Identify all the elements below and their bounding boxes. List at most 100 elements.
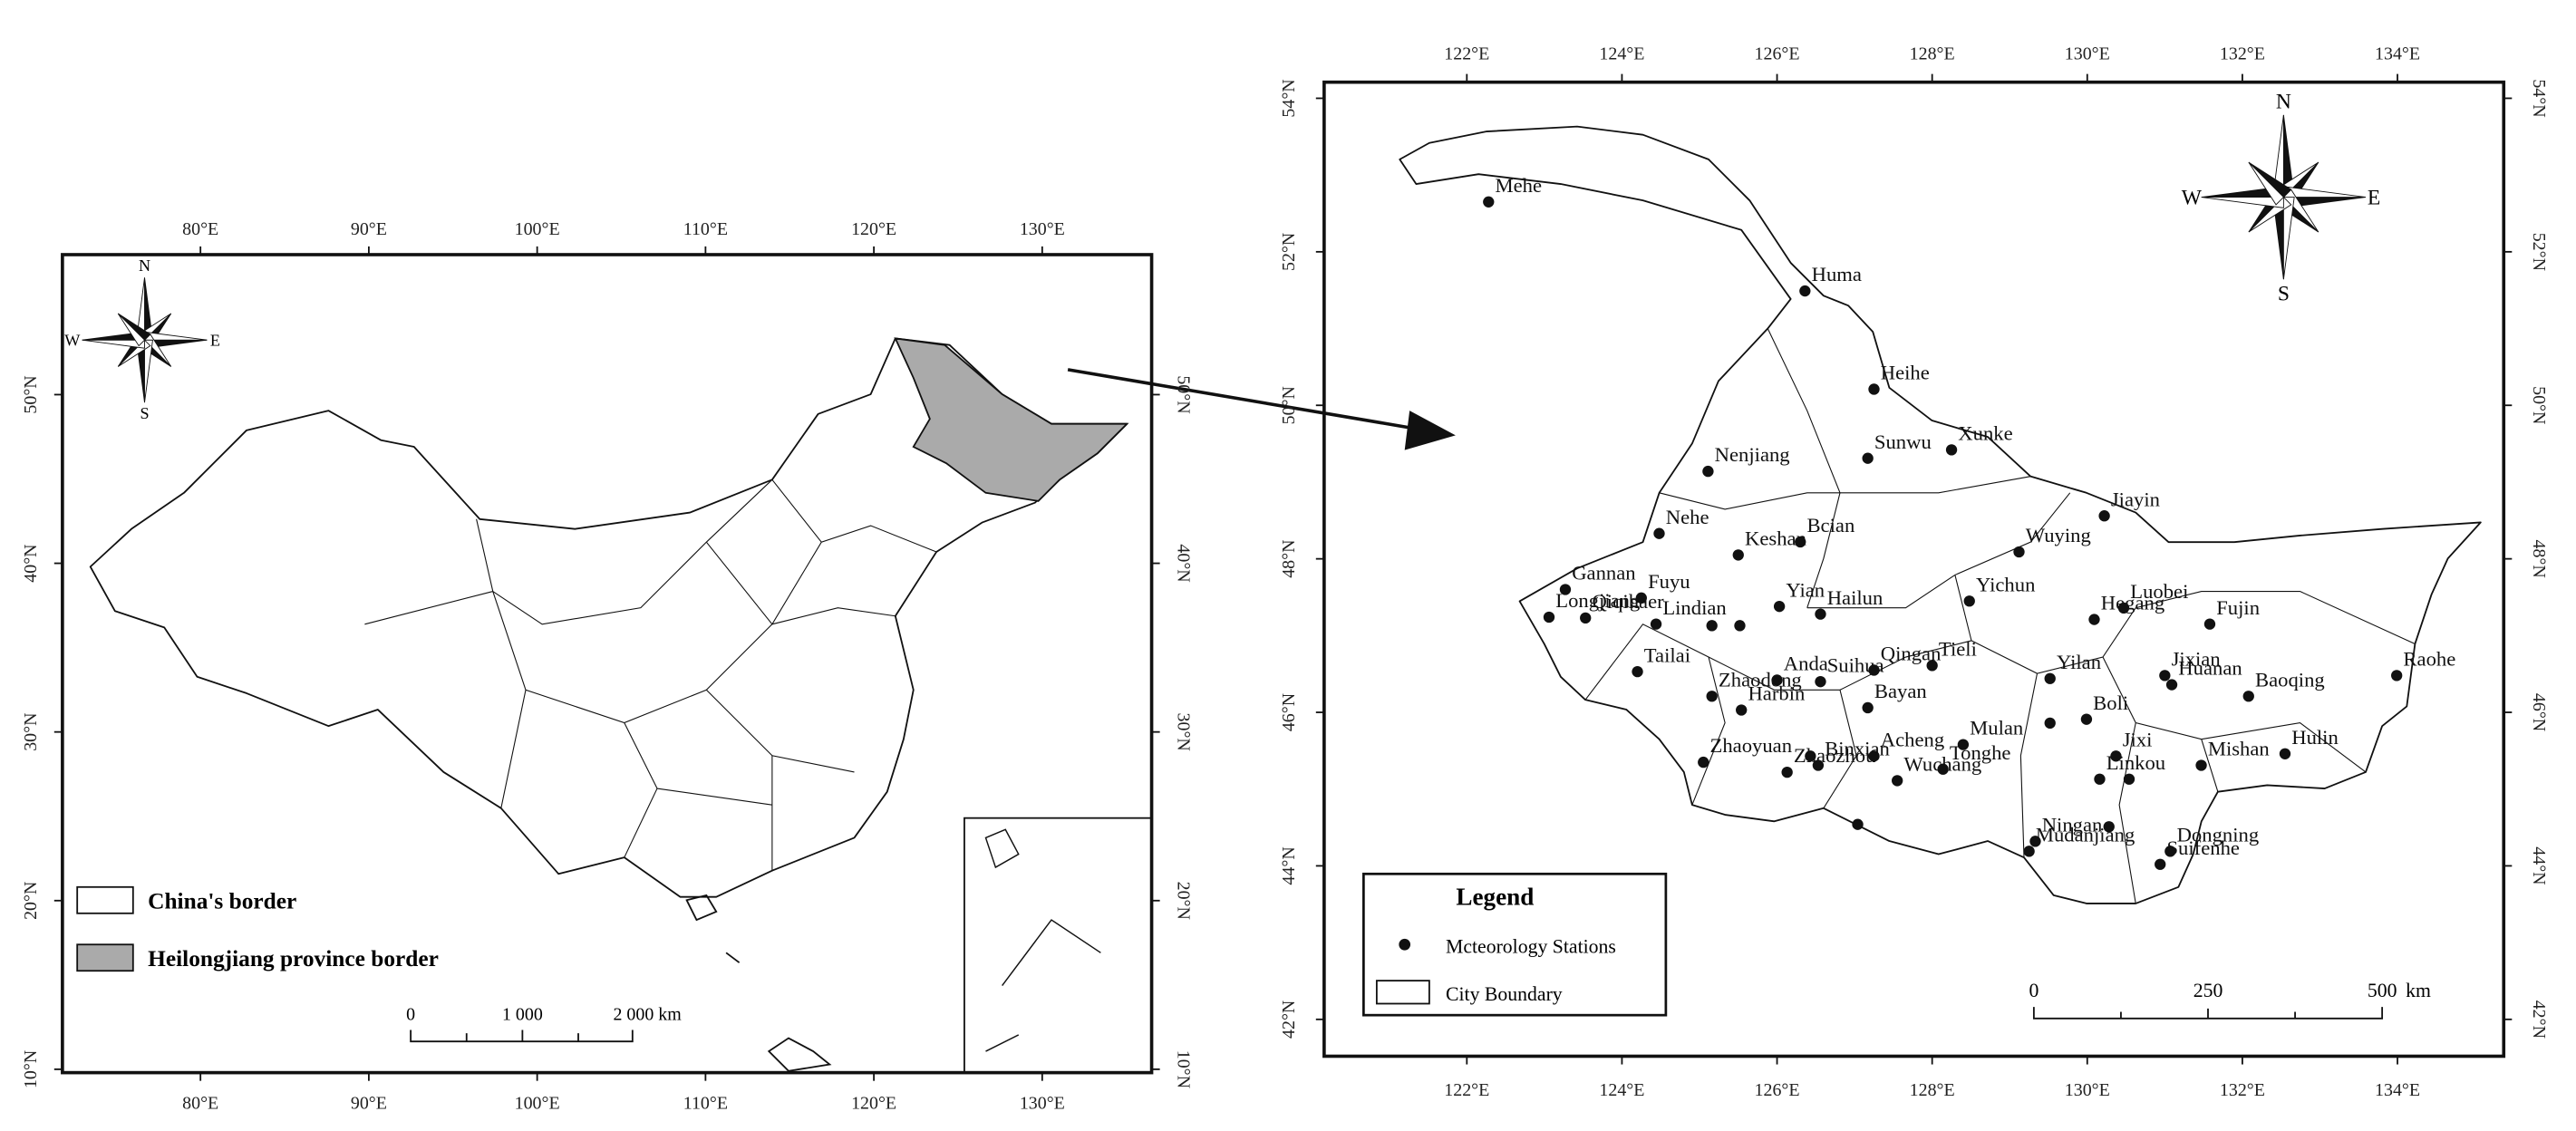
y-tick-label: 20°N	[1174, 882, 1194, 920]
x-tick-label: 132°E	[2220, 1080, 2265, 1100]
x-tick-label: 100°E	[515, 1093, 560, 1113]
y-tick-label: 46°N	[1279, 693, 1299, 731]
legend-title: Legend	[1456, 884, 1534, 911]
station-label: Sunwu	[1874, 430, 1932, 453]
station	[1799, 285, 1811, 297]
legend-label: China's border	[148, 888, 296, 914]
x-tick-label: 120°E	[851, 219, 896, 239]
x-tick-label: 80°E	[182, 219, 218, 239]
station-label: Harbin	[1748, 682, 1805, 705]
station-label: Huma	[1812, 263, 1862, 285]
station-label: Fuyu	[1648, 570, 1690, 593]
compass-label: E	[210, 331, 220, 349]
compass-label: S	[2278, 283, 2290, 306]
station-label: Tailai	[1644, 643, 1690, 666]
station	[2279, 748, 2291, 759]
station	[1706, 620, 1718, 632]
compass-point	[82, 339, 145, 349]
station-label: Anda	[1784, 652, 1828, 675]
scale-bar	[2032, 1007, 2384, 1020]
legend-swatch	[1375, 980, 1430, 1005]
x-tick-label: 110°E	[683, 1093, 728, 1113]
x-tick-label: 130°E	[1020, 219, 1065, 239]
legend-label: City Boundary	[1446, 983, 1563, 1005]
station-label: Zhaoyuan	[1710, 734, 1793, 757]
station	[1805, 750, 1816, 762]
compass-label: N	[139, 256, 150, 275]
station-label: Jixi	[2123, 728, 2153, 750]
station	[1580, 612, 1592, 624]
station-label: Jiayin	[2111, 488, 2160, 510]
station	[1559, 584, 1572, 595]
x-tick-label: 130°E	[1020, 1093, 1065, 1113]
y-tick-label: 44°N	[1279, 846, 1299, 884]
station-label: Bayan	[1874, 680, 1927, 702]
station	[1732, 549, 1744, 561]
station-label: Hulin	[2291, 726, 2339, 749]
arrow-head	[1404, 411, 1456, 450]
station	[1963, 595, 1975, 607]
legend-label: Mcteorology Stations	[1446, 935, 1616, 957]
station	[2094, 773, 2106, 785]
scale-label: 0	[2029, 980, 2039, 1001]
station-label: Raohe	[2403, 648, 2455, 671]
heilongjiang-map	[1399, 125, 2482, 904]
y-tick-label: 40°N	[1174, 544, 1194, 582]
station	[2165, 679, 2178, 691]
station	[1868, 383, 1880, 395]
station	[1862, 701, 1874, 714]
y-tick-label: 20°N	[21, 882, 41, 920]
legend-label: Heilongjiang province border	[148, 946, 439, 972]
compass-point	[2282, 197, 2295, 280]
right-frame	[1322, 80, 2506, 1058]
x-tick-label: 126°E	[1755, 44, 1800, 63]
x-tick-label: 110°E	[683, 219, 728, 239]
station	[2195, 759, 2207, 771]
y-tick-label: 50°N	[2529, 386, 2549, 424]
station	[1815, 675, 1826, 688]
station	[1868, 664, 1880, 676]
station	[1702, 465, 1714, 478]
scale-label: 2 000 km	[613, 1005, 682, 1025]
station	[1795, 536, 1806, 548]
station-label: Heihe	[1881, 362, 1930, 384]
x-tick-label: 100°E	[515, 219, 560, 239]
y-tick-label: 50°N	[1174, 375, 1194, 413]
y-tick-label: 40°N	[21, 544, 41, 582]
legend-dot	[1399, 938, 1411, 951]
station	[1736, 704, 1748, 716]
station	[1937, 763, 1949, 775]
station-label: Keshan	[1745, 527, 1806, 550]
station	[1543, 611, 1555, 624]
station	[1653, 527, 1665, 539]
compass-point	[117, 313, 146, 347]
station-label: Yian	[1786, 578, 1825, 601]
province-lines	[364, 478, 937, 871]
station-label: Baoqing	[2255, 668, 2325, 691]
station	[2013, 546, 2025, 558]
station-label: Nehe	[1666, 506, 1709, 528]
station-label: Wuying	[2026, 524, 2091, 546]
x-tick-label: 120°E	[851, 1093, 896, 1113]
station-label: Dongning	[2177, 823, 2260, 846]
x-tick-label: 124°E	[1599, 1080, 1644, 1100]
station	[1483, 196, 1495, 208]
station-label: Suifenhe	[2166, 836, 2239, 859]
station-label: Lindian	[1662, 596, 1726, 619]
x-tick-label: 80°E	[182, 1093, 218, 1113]
islands	[685, 894, 832, 1072]
station	[2164, 846, 2176, 857]
station	[2110, 750, 2122, 762]
station	[2117, 602, 2130, 614]
x-tick-label: 130°E	[2065, 1080, 2110, 1100]
station-label: Mudanjiang	[2036, 823, 2135, 846]
compass-label: N	[2276, 91, 2291, 114]
station	[2080, 713, 2093, 725]
station-label: Ningan	[2042, 813, 2103, 836]
y-tick-label: 54°N	[1279, 79, 1299, 117]
y-tick-label: 50°N	[1279, 386, 1299, 424]
compass-label: W	[2182, 186, 2203, 209]
station	[1734, 620, 1746, 632]
y-tick-label: 42°N	[1279, 1000, 1299, 1039]
